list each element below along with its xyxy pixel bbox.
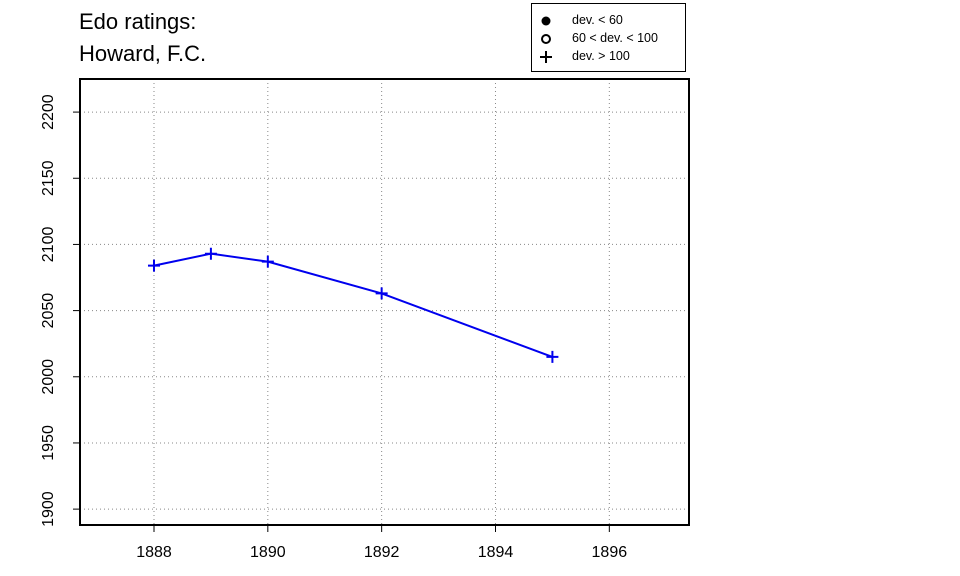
x-tick-label: 1890 [250, 544, 286, 561]
data-point-plus-marker [375, 287, 388, 300]
data-point-plus-marker [147, 259, 160, 272]
legend-label-low-dev: dev. < 60 [572, 13, 623, 27]
axes: 1888 1890 1892 1894 1896 1900 1950 2000 2050 2100… [40, 94, 627, 561]
legend-entry-low-dev: dev. < 60 [532, 12, 685, 30]
data-point-plus-marker [546, 350, 559, 363]
legend-label-high-dev: dev. > 100 [572, 49, 630, 63]
series-line [153, 252, 553, 358]
legend-label-mid-dev: 60 < dev. < 100 [572, 31, 658, 45]
x-tick-label: 1896 [592, 544, 628, 561]
legend-entry-high-dev: dev. > 100 [532, 48, 685, 66]
data-point-plus-marker [261, 255, 274, 268]
plot-frame [79, 78, 690, 526]
y-tick-label: 2100 [40, 227, 57, 263]
y-tick-label: 2000 [40, 359, 57, 395]
x-tick-label: 1888 [136, 544, 172, 561]
chart-title-line-1: Edo ratings: [79, 9, 197, 34]
chart-title-line-2: Howard, F.C. [79, 41, 207, 66]
filled-circle-icon [541, 16, 551, 26]
series-markers [147, 247, 559, 363]
y-tick-label: 1950 [40, 425, 57, 461]
legend: dev. < 60 60 < dev. < 100 dev. > 100 [531, 3, 686, 72]
legend-entry-mid-dev: 60 < dev. < 100 [532, 30, 685, 48]
series-lines [153, 252, 553, 358]
data-point-plus-marker [204, 247, 217, 260]
y-tick-label: 1900 [40, 491, 57, 527]
open-circle-icon [541, 34, 551, 44]
x-tick-label: 1894 [478, 544, 514, 561]
x-tick-label: 1892 [364, 544, 400, 561]
y-tick-label: 2150 [40, 160, 57, 196]
grid-lines [80, 79, 689, 525]
y-tick-label: 2050 [40, 293, 57, 329]
y-tick-label: 2200 [40, 94, 57, 130]
plus-icon [540, 51, 552, 63]
